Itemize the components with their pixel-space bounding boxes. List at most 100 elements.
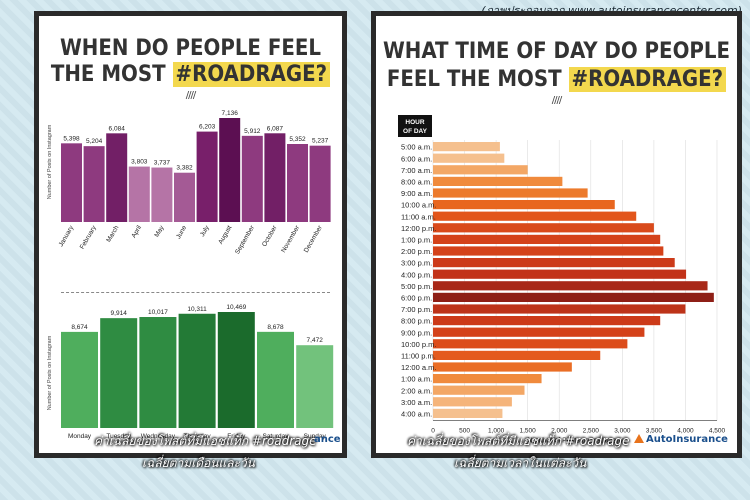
hour-x-tick-label: 4,000	[677, 427, 694, 434]
hour-tick-label: 2:00 a.m.	[401, 386, 432, 395]
month-tick-label: July	[199, 224, 211, 238]
weekday-value-label: 10,469	[226, 304, 246, 311]
hour-bar	[433, 165, 528, 175]
left-title-hashtag: #ROADRAGE?	[172, 62, 331, 87]
month-bar	[287, 144, 308, 222]
hour-x-tick-label: 1,000	[488, 427, 505, 434]
hour-tick-label: 4:00 p.m.	[401, 270, 432, 279]
hour-x-tick-label: 2,000	[551, 427, 568, 434]
month-bar	[174, 172, 195, 222]
month-value-label: 6,084	[109, 125, 126, 132]
weekday-tick-label: Saturday	[262, 433, 289, 440]
hour-of-day-box	[398, 115, 432, 137]
weekday-value-label: 10,017	[148, 309, 168, 316]
hour-bar	[433, 211, 637, 221]
right-title-hashtag: #ROADRAGE?	[568, 67, 727, 92]
hour-tick-label: 6:00 a.m.	[401, 154, 432, 163]
month-value-label: 3,803	[131, 159, 148, 166]
hour-x-tick-label: 500	[459, 427, 470, 434]
hour-tick-label: 9:00 a.m.	[401, 189, 432, 198]
month-tick-label: May	[153, 224, 166, 239]
month-tick-label: June	[175, 224, 188, 240]
monthly-ylabel: Number of Posts on Instagram	[47, 124, 53, 199]
hour-of-day-label-line1: HOUR	[405, 119, 424, 126]
month-bar	[106, 133, 128, 222]
hour-bar	[433, 223, 654, 233]
hour-tick-label: 10:00 p.m.	[401, 340, 436, 349]
hour-bar	[433, 269, 687, 279]
left-title-line1: WHEN DO PEOPLE FEEL	[59, 36, 322, 61]
left-caption-line1: ค่าเฉลี่ยของโพสต์ที่มีแฮชแท็ก #roadrage	[94, 434, 317, 448]
month-bar	[264, 133, 286, 222]
hour-bar	[433, 142, 500, 152]
hour-tick-label: 11:00 p.m.	[401, 352, 436, 361]
hour-tick-label: 9:00 p.m.	[401, 328, 432, 337]
left-title-line2: THE MOST #ROADRAGE?	[39, 62, 342, 88]
hour-tick-label: 10:00 a.m.	[401, 201, 436, 210]
month-tick-label: February	[79, 224, 98, 251]
month-value-label: 5,352	[289, 136, 306, 143]
hour-x-tick-label: 3,500	[646, 427, 663, 434]
hour-bar	[433, 200, 615, 210]
weekday-value-label: 8,678	[267, 324, 284, 331]
hour-tick-label: 12:00 a.m.	[401, 363, 436, 372]
month-value-label: 6,203	[199, 124, 216, 131]
month-tick-label: August	[217, 224, 233, 245]
month-bar	[61, 143, 82, 222]
hour-tick-label: 3:00 p.m.	[401, 259, 432, 268]
right-title-line2: FEEL THE MOST #ROADRAGE?	[376, 66, 737, 94]
weekday-tick-label: Thursday	[184, 433, 212, 440]
right-brand-text: AutoInsurance	[646, 434, 728, 445]
hour-bar	[433, 339, 628, 349]
left-brand-partial: ance	[314, 434, 341, 445]
month-tick-label: April	[130, 224, 143, 239]
hour-tick-label: 1:00 p.m.	[401, 236, 432, 245]
month-bar	[128, 166, 150, 222]
hour-tick-label: 8:00 a.m.	[401, 178, 432, 187]
month-bar	[241, 135, 263, 222]
month-value-label: 3,737	[154, 160, 171, 167]
hour-tick-label: 5:00 p.m.	[401, 282, 432, 291]
weekday-tick-label: Tuesday	[106, 433, 131, 440]
left-infographic: WHEN DO PEOPLE FEEL THE MOST #ROADRAGE? …	[34, 11, 347, 458]
hour-of-day-label-line2: OF DAY	[403, 128, 428, 135]
hour-tick-label: 5:00 a.m.	[401, 143, 432, 152]
hour-tick-label: 11:00 a.m.	[401, 212, 436, 221]
weekday-bar	[139, 317, 177, 428]
weekday-bar	[61, 331, 98, 428]
month-tick-label: November	[280, 224, 301, 254]
month-tick-label: December	[303, 224, 324, 254]
hour-bar	[433, 374, 542, 384]
month-tick-label: March	[105, 224, 120, 243]
month-value-label: 7,136	[222, 110, 239, 117]
weekday-value-label: 7,472	[307, 337, 324, 344]
month-bar	[151, 167, 173, 222]
left-title-line2-text: THE MOST	[50, 62, 173, 87]
hour-bar	[433, 246, 664, 256]
weekday-value-label: 9,914	[111, 310, 128, 317]
month-bar	[196, 131, 218, 222]
hour-x-tick-label: 3,000	[614, 427, 631, 434]
hour-tick-label: 2:00 p.m.	[401, 247, 432, 256]
weekday-value-label: 10,311	[187, 306, 207, 313]
month-value-label: 5,912	[244, 128, 261, 135]
hour-tick-label: 8:00 p.m.	[401, 317, 432, 326]
hour-tick-label: 4:00 a.m.	[401, 410, 432, 419]
month-bar	[309, 145, 331, 222]
chart-divider	[61, 292, 330, 293]
left-separator: ////	[185, 90, 196, 101]
month-value-label: 5,204	[86, 138, 103, 145]
hour-bar	[433, 408, 503, 418]
right-brand: AutoInsurance	[634, 434, 728, 445]
weekday-tick-label: Friday	[227, 433, 246, 440]
hour-x-axis-label: Number of Posts on Instagram	[528, 437, 623, 444]
hour-tick-label: 12:00 p.m.	[401, 224, 436, 233]
right-infographic: WHAT TIME OF DAY DO PEOPLE FEEL THE MOST…	[371, 11, 742, 458]
left-title: WHEN DO PEOPLE FEEL THE MOST #ROADRAGE?	[39, 36, 342, 88]
hour-bar	[433, 397, 512, 407]
weekday-bar	[296, 345, 334, 428]
hour-tick-label: 7:00 p.m.	[401, 305, 432, 314]
month-bar	[83, 146, 105, 222]
hour-bar	[433, 304, 686, 314]
weekday-tick-label: Sunday	[304, 433, 327, 440]
